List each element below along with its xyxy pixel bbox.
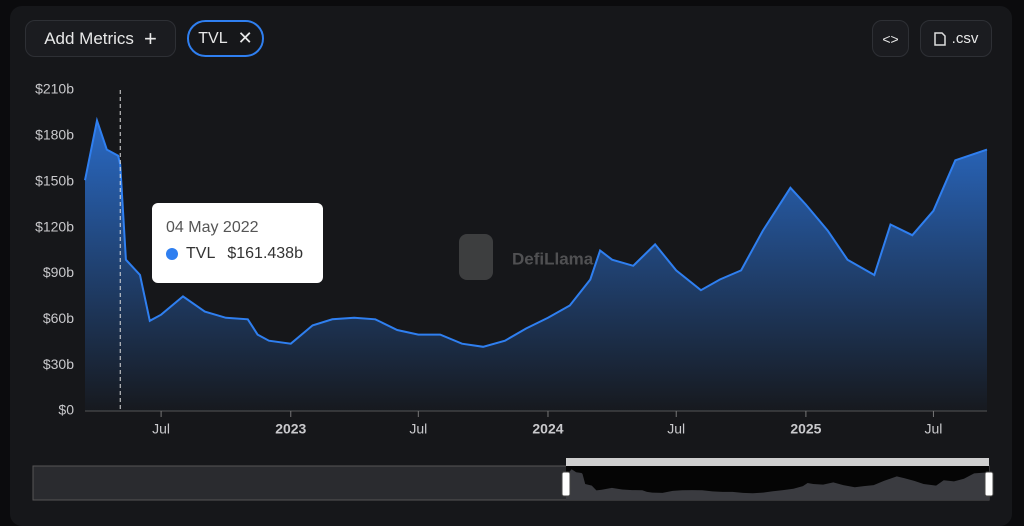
y-tick-label: $60b: [43, 310, 74, 326]
metric-pill[interactable]: TVL ✕: [187, 20, 264, 57]
csv-button[interactable]: .csv: [920, 20, 992, 57]
file-icon: [933, 31, 946, 46]
navigator-area: [566, 469, 989, 500]
y-tick-label: $180b: [35, 127, 74, 143]
x-tick-label: 2025: [790, 421, 821, 437]
navigator-handle-left[interactable]: [561, 471, 571, 497]
x-tick-label: 2023: [275, 421, 306, 437]
tooltip-value: $161.438b: [227, 245, 303, 262]
x-tick-label: Jul: [667, 421, 685, 437]
navigator-handle-right[interactable]: [984, 471, 994, 497]
y-tick-label: $150b: [35, 172, 74, 188]
x-tick-label: Jul: [152, 421, 170, 437]
watermark-text: DefiLlama: [512, 249, 594, 268]
plus-icon: +: [143, 25, 157, 51]
tooltip-marker: [166, 248, 178, 260]
y-tick-label: $30b: [43, 356, 74, 372]
y-tick-label: $210b: [35, 81, 74, 97]
remove-icon[interactable]: ✕: [237, 28, 253, 48]
y-tick-label: $120b: [35, 218, 74, 234]
y-tick-label: $90b: [43, 264, 74, 280]
add-metrics-label: Add Metrics: [44, 28, 134, 48]
tooltip-series: TVL: [186, 245, 216, 262]
x-tick-label: Jul: [409, 421, 427, 437]
watermark: DefiLlama: [459, 234, 594, 280]
navigator-scrollbar[interactable]: [566, 458, 989, 466]
x-tick-label: Jul: [924, 421, 942, 437]
tooltip-date: 04 May 2022: [166, 219, 259, 236]
add-metrics-button[interactable]: Add Metrics +: [25, 20, 176, 57]
area: [85, 120, 987, 411]
embed-button[interactable]: <>: [872, 20, 909, 57]
y-tick-label: $0: [58, 402, 74, 418]
line: [84, 116, 988, 348]
csv-label: .csv: [951, 30, 979, 47]
tooltip: 04 May 2022 TVL $161.438b: [152, 203, 323, 283]
x-tick-label: 2024: [532, 421, 563, 437]
metric-label: TVL: [198, 29, 228, 47]
